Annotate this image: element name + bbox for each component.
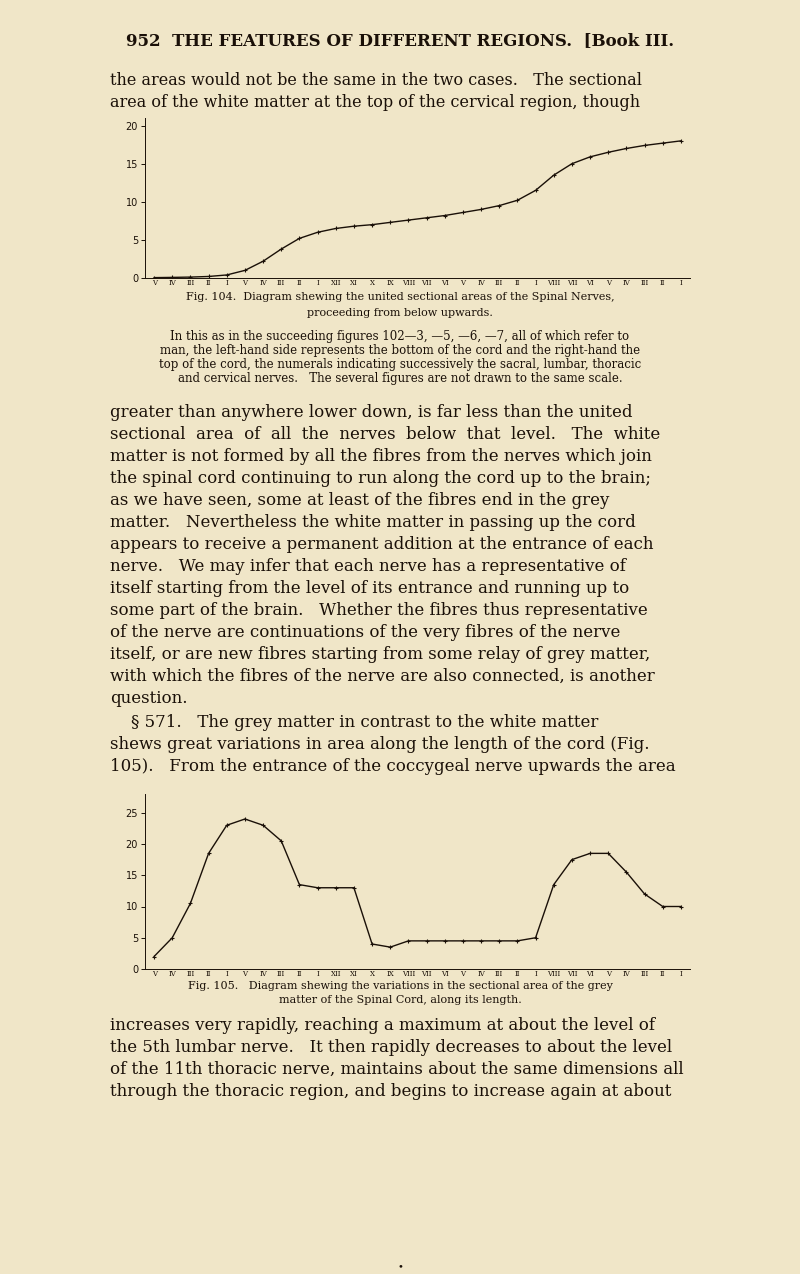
Text: proceeding from below upwards.: proceeding from below upwards. xyxy=(307,308,493,318)
Text: question.: question. xyxy=(110,691,187,707)
Text: area of the white matter at the top of the cervical region, though: area of the white matter at the top of t… xyxy=(110,94,640,111)
Text: greater than anywhere lower down, is far less than the united: greater than anywhere lower down, is far… xyxy=(110,404,633,420)
Text: nerve.   We may infer that each nerve has a representative of: nerve. We may infer that each nerve has … xyxy=(110,558,626,575)
Text: Fig. 104.  Diagram shewing the united sectional areas of the Spinal Nerves,: Fig. 104. Diagram shewing the united sec… xyxy=(186,292,614,302)
Text: man, the left-hand side represents the bottom of the cord and the right-hand the: man, the left-hand side represents the b… xyxy=(160,344,640,357)
Text: itself, or are new fibres starting from some relay of grey matter,: itself, or are new fibres starting from … xyxy=(110,646,650,662)
Text: and cervical nerves.   The several figures are not drawn to the same scale.: and cervical nerves. The several figures… xyxy=(178,372,622,385)
Text: matter of the Spinal Cord, along its length.: matter of the Spinal Cord, along its len… xyxy=(278,995,522,1005)
Text: appears to receive a permanent addition at the entrance of each: appears to receive a permanent addition … xyxy=(110,536,654,553)
Text: matter.   Nevertheless the white matter in passing up the cord: matter. Nevertheless the white matter in… xyxy=(110,513,636,531)
Text: In this as in the succeeding figures 102—3, —5, —6, —7, all of which refer to: In this as in the succeeding figures 102… xyxy=(170,330,630,343)
Text: sectional  area  of  all  the  nerves  below  that  level.   The  white: sectional area of all the nerves below t… xyxy=(110,426,660,443)
Text: some part of the brain.   Whether the fibres thus representative: some part of the brain. Whether the fibr… xyxy=(110,603,648,619)
Text: through the thoracic region, and begins to increase again at about: through the thoracic region, and begins … xyxy=(110,1083,671,1099)
Text: of the nerve are continuations of the very fibres of the nerve: of the nerve are continuations of the ve… xyxy=(110,624,620,641)
Text: top of the cord, the numerals indicating successively the sacral, lumbar, thorac: top of the cord, the numerals indicating… xyxy=(159,358,641,371)
Text: as we have seen, some at least of the fibres end in the grey: as we have seen, some at least of the fi… xyxy=(110,492,610,510)
Text: itself starting from the level of its entrance and running up to: itself starting from the level of its en… xyxy=(110,580,630,598)
Text: the areas would not be the same in the two cases.   The sectional: the areas would not be the same in the t… xyxy=(110,73,642,89)
Text: with which the fibres of the nerve are also connected, is another: with which the fibres of the nerve are a… xyxy=(110,668,654,685)
Text: shews great variations in area along the length of the cord (Fig.: shews great variations in area along the… xyxy=(110,736,650,753)
Text: the spinal cord continuing to run along the cord up to the brain;: the spinal cord continuing to run along … xyxy=(110,470,651,487)
Text: •: • xyxy=(397,1263,403,1271)
Text: the 5th lumbar nerve.   It then rapidly decreases to about the level: the 5th lumbar nerve. It then rapidly de… xyxy=(110,1040,672,1056)
Text: increases very rapidly, reaching a maximum at about the level of: increases very rapidly, reaching a maxim… xyxy=(110,1017,655,1034)
Text: 952  THE FEATURES OF DIFFERENT REGIONS.  [Book III.: 952 THE FEATURES OF DIFFERENT REGIONS. [… xyxy=(126,32,674,48)
Text: Fig. 105.   Diagram shewing the variations in the sectional area of the grey: Fig. 105. Diagram shewing the variations… xyxy=(187,981,613,991)
Text: 105).   From the entrance of the coccygeal nerve upwards the area: 105). From the entrance of the coccygeal… xyxy=(110,758,676,775)
Text: matter is not formed by all the fibres from the nerves which join: matter is not formed by all the fibres f… xyxy=(110,448,652,465)
Text: § 571.   The grey matter in contrast to the white matter: § 571. The grey matter in contrast to th… xyxy=(110,713,598,731)
Text: of the 11th thoracic nerve, maintains about the same dimensions all: of the 11th thoracic nerve, maintains ab… xyxy=(110,1061,684,1078)
